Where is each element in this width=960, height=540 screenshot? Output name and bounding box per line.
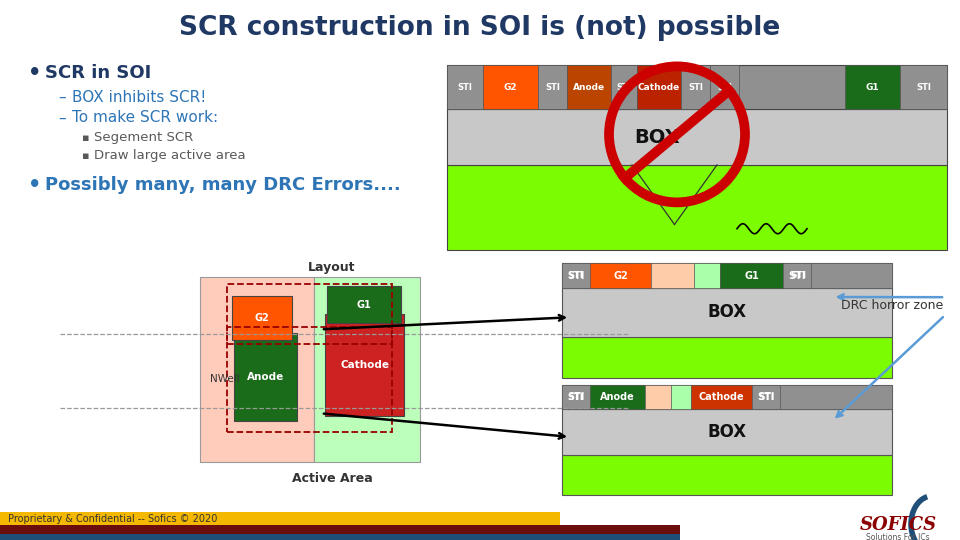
- Text: STI: STI: [790, 271, 806, 280]
- Text: STI: STI: [567, 271, 585, 281]
- Bar: [694, 263, 720, 288]
- Text: Segement SCR: Segement SCR: [94, 132, 193, 145]
- Bar: [562, 263, 590, 288]
- Bar: [447, 110, 947, 165]
- Bar: [327, 286, 401, 323]
- Bar: [611, 65, 637, 110]
- Bar: [651, 263, 694, 288]
- Text: DRC horror zone: DRC horror zone: [841, 299, 943, 312]
- Bar: [671, 385, 690, 409]
- Bar: [562, 263, 892, 288]
- Text: STI: STI: [567, 392, 585, 402]
- Text: Cathode: Cathode: [637, 83, 680, 92]
- Bar: [228, 327, 393, 433]
- Text: BOX inhibits SCR!: BOX inhibits SCR!: [72, 90, 206, 105]
- Bar: [720, 263, 783, 288]
- Text: Active Area: Active Area: [292, 471, 372, 484]
- Text: Anode: Anode: [247, 372, 284, 382]
- Bar: [811, 263, 892, 288]
- Text: SCR in SOI: SCR in SOI: [45, 64, 152, 82]
- Bar: [562, 385, 892, 409]
- Text: G2: G2: [504, 83, 517, 92]
- Text: STI: STI: [757, 392, 775, 402]
- Bar: [590, 263, 651, 288]
- Text: Cathode: Cathode: [699, 392, 744, 402]
- Bar: [780, 385, 892, 409]
- Text: BOX: BOX: [635, 127, 680, 147]
- Bar: [710, 65, 739, 110]
- Text: G2: G2: [254, 313, 269, 323]
- Bar: [0, 512, 560, 525]
- Text: STI: STI: [788, 271, 805, 281]
- Bar: [562, 288, 892, 336]
- Text: Possibly many, many DRC Errors....: Possibly many, many DRC Errors....: [45, 176, 400, 194]
- Bar: [483, 65, 538, 110]
- Bar: [752, 385, 780, 409]
- Text: G1: G1: [866, 83, 879, 92]
- Bar: [637, 65, 681, 110]
- Text: STI: STI: [616, 83, 632, 92]
- Bar: [228, 285, 393, 343]
- Text: Anode: Anode: [600, 392, 635, 402]
- Text: STI: STI: [567, 393, 584, 402]
- Text: ▪: ▪: [82, 151, 89, 161]
- Bar: [447, 65, 483, 110]
- Bar: [644, 385, 671, 409]
- Bar: [690, 385, 752, 409]
- Bar: [0, 534, 680, 540]
- Text: Anode: Anode: [573, 83, 605, 92]
- Text: G1: G1: [357, 300, 372, 310]
- Text: STI: STI: [757, 393, 774, 402]
- Bar: [538, 65, 567, 110]
- Text: STI: STI: [567, 271, 584, 280]
- Text: STI: STI: [717, 83, 732, 92]
- Bar: [447, 165, 947, 250]
- Text: G2: G2: [613, 271, 628, 281]
- Text: Proprietary & Confidential -- Sofics © 2020: Proprietary & Confidential -- Sofics © 2…: [8, 514, 217, 524]
- Text: –: –: [58, 111, 65, 125]
- Bar: [900, 65, 947, 110]
- Bar: [567, 65, 611, 110]
- Text: STI: STI: [688, 83, 703, 92]
- Bar: [562, 409, 892, 455]
- Text: BOX: BOX: [708, 423, 747, 441]
- Text: STI: STI: [916, 83, 931, 92]
- Bar: [447, 65, 947, 110]
- Bar: [0, 525, 680, 534]
- Text: –: –: [58, 90, 65, 105]
- Text: SOFICS: SOFICS: [859, 516, 937, 534]
- Text: Solutions For ICs: Solutions For ICs: [866, 532, 930, 540]
- Bar: [681, 65, 710, 110]
- Text: NWell: NWell: [210, 374, 240, 384]
- Text: STI: STI: [458, 83, 472, 92]
- Text: •: •: [28, 63, 41, 83]
- Bar: [562, 455, 892, 495]
- Bar: [324, 314, 404, 416]
- Bar: [200, 277, 314, 462]
- Text: STI: STI: [545, 83, 560, 92]
- Bar: [562, 336, 892, 378]
- Text: To make SCR work:: To make SCR work:: [72, 111, 218, 125]
- Bar: [562, 385, 590, 409]
- Text: G1: G1: [744, 271, 759, 281]
- Text: BOX: BOX: [708, 303, 747, 321]
- Bar: [590, 385, 644, 409]
- Bar: [234, 333, 298, 421]
- Text: Layout: Layout: [308, 260, 356, 273]
- Bar: [314, 277, 420, 462]
- Text: ▪: ▪: [82, 133, 89, 143]
- Bar: [783, 263, 811, 288]
- Text: •: •: [28, 175, 41, 195]
- Bar: [845, 65, 900, 110]
- Text: Draw large active area: Draw large active area: [94, 150, 246, 163]
- Text: SCR construction in SOI is (not) possible: SCR construction in SOI is (not) possibl…: [180, 15, 780, 41]
- Bar: [232, 295, 292, 340]
- Text: Cathode: Cathode: [340, 360, 389, 370]
